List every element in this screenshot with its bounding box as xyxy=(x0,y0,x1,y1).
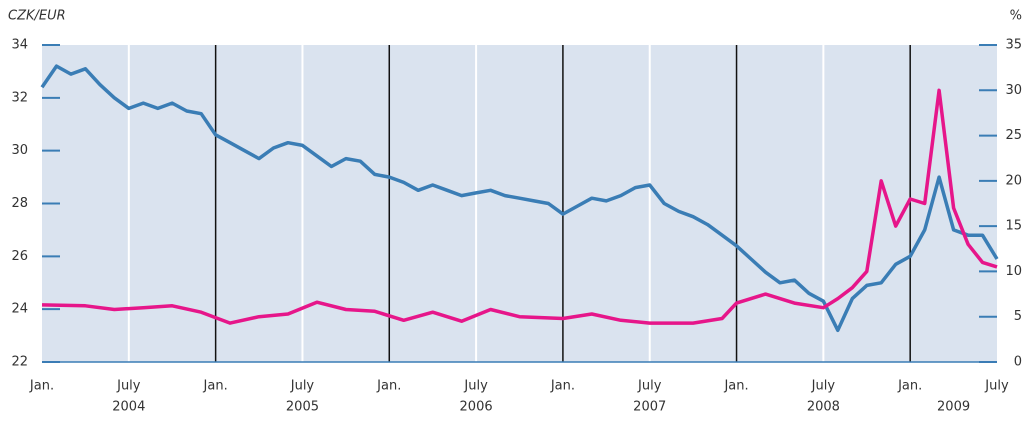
x-tick-label: July xyxy=(463,379,488,394)
y-tick-label: 24 xyxy=(11,302,28,317)
x-tick-label: July xyxy=(116,379,141,394)
y2-tick-label: 30 xyxy=(1005,83,1022,98)
year-label: 2004 xyxy=(112,400,145,415)
y2-tick-label: 10 xyxy=(1005,264,1022,279)
y-tick-label: 30 xyxy=(11,143,28,158)
y2-tick-label: 5 xyxy=(1014,309,1022,324)
y-tick-label: 28 xyxy=(11,196,28,211)
y-tick-label: 26 xyxy=(11,249,28,264)
plot-area xyxy=(42,45,997,362)
y2-axis-title: % xyxy=(1010,9,1022,24)
year-label: 2005 xyxy=(286,400,319,415)
y2-tick-label: 25 xyxy=(1005,128,1022,143)
series-line xyxy=(40,64,999,333)
year-label: 2006 xyxy=(460,400,493,415)
y2-tick-label: 20 xyxy=(1005,173,1022,188)
y2-tick-label: 35 xyxy=(1005,38,1022,53)
x-tick-label: Jan. xyxy=(723,379,748,394)
year-label: 2007 xyxy=(633,400,666,415)
x-tick-label: Jan. xyxy=(29,379,54,394)
year-label: 2008 xyxy=(807,400,840,415)
y2-tick-label: 0 xyxy=(1014,355,1022,370)
x-tick-label: July xyxy=(290,379,315,394)
year-label: 2009 xyxy=(937,400,970,415)
series-line xyxy=(41,88,998,325)
x-tick-label: July xyxy=(984,379,1009,394)
x-tick-label: Jan. xyxy=(203,379,228,394)
y-axis-title: CZK/EUR xyxy=(8,9,66,24)
y2-tick-label: 15 xyxy=(1005,219,1022,234)
y-tick-label: 34 xyxy=(11,38,28,53)
y-tick-label: 22 xyxy=(11,355,28,370)
x-tick-label: Jan. xyxy=(550,379,575,394)
x-tick-label: Jan. xyxy=(897,379,922,394)
x-tick-label: Jan. xyxy=(376,379,401,394)
x-tick-label: July xyxy=(811,379,836,394)
y-tick-label: 32 xyxy=(11,90,28,105)
x-tick-label: July xyxy=(637,379,662,394)
